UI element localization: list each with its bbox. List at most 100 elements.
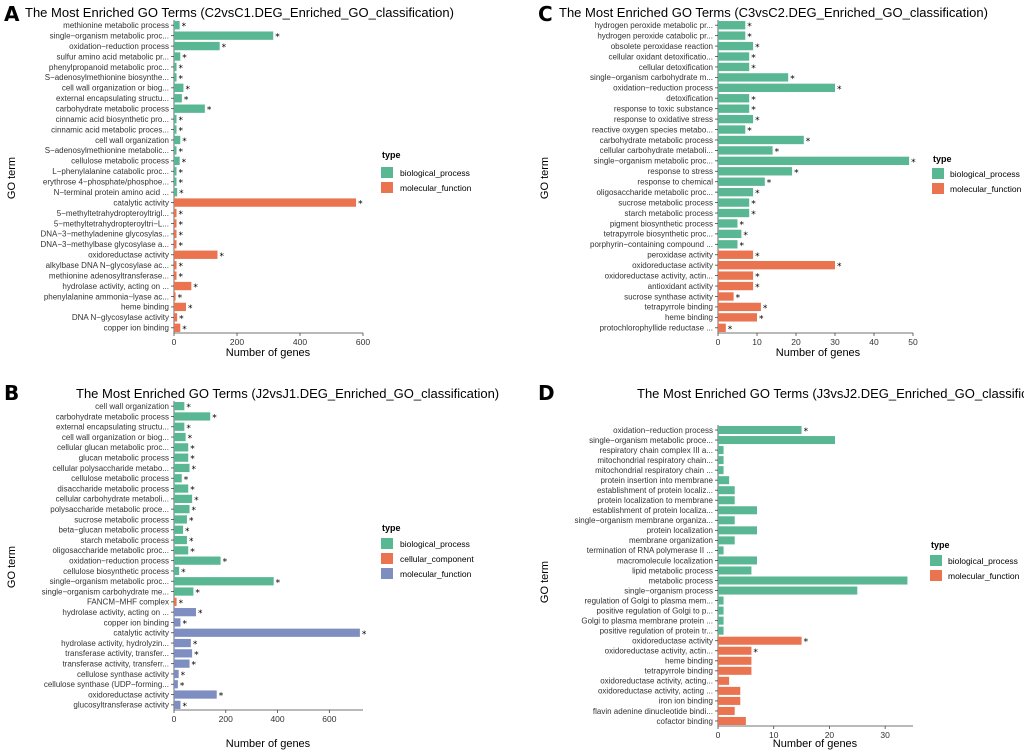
- panel-b-bar: [174, 628, 360, 637]
- panel-c-significance-star: *: [755, 273, 760, 283]
- panel-a-ylabel: GO term: [6, 157, 18, 199]
- panel-a-significance-star: *: [182, 22, 187, 32]
- panel-a-x-tick-label: 400: [293, 337, 307, 347]
- panel-c-significance-star: *: [751, 64, 756, 74]
- panel-b-significance-star: *: [362, 630, 367, 640]
- panel-d-bar: [718, 486, 735, 495]
- panel-b-legend-cc: cellular_component: [400, 554, 474, 564]
- panel-c-bar: [718, 135, 804, 145]
- panel-b-category-label: disaccharide metabolic process: [57, 484, 169, 493]
- panel-c-category-label: peroxidase activity: [647, 251, 713, 260]
- panel-d-bar: [718, 586, 858, 595]
- panel-b-significance-star: *: [190, 486, 195, 496]
- panel-c-bar: [718, 31, 746, 40]
- panel-a-significance-star: *: [182, 158, 187, 168]
- panel-c-bar: [718, 146, 773, 155]
- panel-a-category-label: cell wall organization or biog...: [62, 84, 169, 93]
- panel-d-x-tick-label: 20: [825, 730, 835, 740]
- panel-a-bar: [174, 313, 178, 322]
- panel-c-category-label: obsolete peroxidase reaction: [611, 42, 713, 51]
- panel-a-category-label: DNA−3−methyladenine glycosylas...: [40, 230, 169, 239]
- panel-c-bar: [718, 83, 835, 92]
- panel-d-bar: [718, 496, 735, 505]
- panel-c-category-label: sucrose metabolic process: [618, 198, 713, 207]
- panel-d-category-label: oxidation−reduction process: [613, 426, 713, 435]
- panel-a-bar: [174, 261, 177, 270]
- panel-b-category-label: cellulose synthase (UDP−forming...: [44, 680, 169, 689]
- panel-c-significance-star: *: [806, 137, 811, 147]
- panel-a-significance-star: *: [358, 200, 363, 210]
- panel-d-category-label: oxidoreductase activity, actin...: [605, 647, 713, 656]
- panel-d-category-label: lipid metabolic process: [632, 566, 713, 575]
- panel-b-significance-star: *: [192, 465, 197, 475]
- panel-c-category-label: protochlorophyllide reductase ...: [600, 324, 713, 333]
- panel-a-significance-star: *: [179, 241, 184, 251]
- panel-c-bar: [718, 156, 910, 166]
- panel-a-significance-star: *: [179, 74, 184, 84]
- panel-a-category-label: alkylbase DNA N−glycosylase ac...: [46, 261, 169, 270]
- panel-b-legend-swatch-bp: [381, 538, 393, 549]
- panel-b-significance-star: *: [182, 702, 187, 712]
- panel-a-significance-star: *: [179, 262, 184, 272]
- panel-c-category-label: porphyrin−containing compound ...: [590, 240, 713, 249]
- panel-a-category-label: cinnamic acid biosynthetic pro...: [56, 115, 169, 124]
- panel-a-significance-star: *: [182, 54, 187, 64]
- panel-d-bar: [718, 636, 802, 645]
- panel-d-xlabel: Number of genes: [773, 738, 858, 750]
- panel-d-bar: [718, 626, 724, 635]
- panel-b-significance-star: *: [194, 650, 199, 660]
- panel-b-legend-title: type: [382, 523, 401, 533]
- panel-c-xlabel: Number of genes: [776, 347, 861, 359]
- panel-b-x-tick-label: 200: [219, 714, 233, 724]
- panel-a-bar: [174, 240, 177, 249]
- panel-c-significance-star: *: [751, 95, 756, 105]
- panel-a-legend-mf: molecular_function: [400, 183, 472, 193]
- panel-b-bar: [174, 638, 191, 648]
- panel-d-category-label: membrane organization: [629, 536, 713, 545]
- panel-a-bar: [174, 302, 186, 312]
- panel-c-bar: [718, 281, 754, 291]
- panel-d-category-label: single−organism process: [624, 586, 713, 595]
- panel-a-category-label: cell wall organization: [95, 136, 169, 145]
- panel-b-category-label: cellulose biosynthetic process: [63, 567, 169, 576]
- panel-c-significance-star: *: [755, 43, 760, 53]
- panel-b-xlabel: Number of genes: [226, 738, 311, 750]
- panel-a-category-label: cellulose metabolic process: [71, 157, 169, 166]
- panel-a-significance-star: *: [179, 116, 184, 126]
- panel-a-significance-star: *: [179, 64, 184, 74]
- panel-c-category-label: single−organism metabolic proc...: [594, 157, 713, 166]
- panel-a-category-label: oxidation−reduction process: [69, 42, 169, 51]
- panel-c-significance-star: *: [743, 231, 748, 241]
- panel-a-bar: [174, 52, 181, 61]
- panel-c-legend-title: type: [933, 154, 952, 164]
- panel-b-bar: [174, 412, 211, 421]
- panel-b-significance-star: *: [181, 671, 186, 681]
- panel-b-category-label: hydrolase activity, acting on ...: [62, 608, 169, 617]
- panel-a-significance-star: *: [179, 127, 184, 137]
- panel-c-category-label: starch metabolic process: [625, 209, 713, 218]
- panel-c: C The Most Enriched GO Terms (C3vsC2.DEG…: [538, 2, 1022, 359]
- panel-a-category-label: external encapsulating structu...: [56, 94, 169, 103]
- panel-a-bar: [174, 94, 182, 103]
- panel-d-bar: [718, 706, 735, 715]
- panel-d-bar: [718, 606, 724, 615]
- panel-c-bar: [718, 62, 750, 72]
- panel-d-bar: [718, 476, 730, 485]
- panel-b-significance-star: *: [182, 619, 187, 629]
- panel-c-category-label: pigment biosynthetic process: [610, 219, 713, 228]
- panel-label-b: B: [4, 381, 19, 405]
- panel-b-significance-star: *: [190, 547, 195, 557]
- panel-a-category-label: methionine adenosyltransferase...: [49, 271, 169, 280]
- panel-a-category-label: cinnamic acid metabolic proces...: [51, 125, 169, 134]
- panel-c-category-label: antioxidant activity: [648, 282, 713, 291]
- panel-b-category-label: beta−glucan metabolic process: [58, 526, 169, 535]
- panel-c-significance-star: *: [751, 200, 756, 210]
- panel-d-bar: [718, 686, 741, 695]
- panel-b-category-label: hydrolase activity, hydrolyzin...: [61, 639, 169, 648]
- panel-c-bar: [718, 219, 738, 228]
- panel-c-category-label: response to oxidative stress: [614, 115, 713, 124]
- panel-c-bar: [718, 292, 734, 301]
- panel-c-significance-star: *: [837, 262, 842, 272]
- panel-a-bar: [174, 187, 178, 197]
